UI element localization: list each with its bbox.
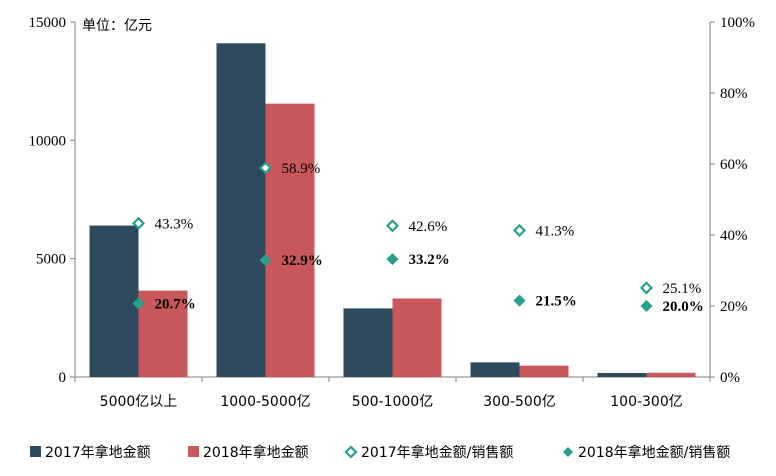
ratio-2017-marker xyxy=(385,219,400,233)
ratio-2018-marker xyxy=(259,254,272,267)
ratio-2017-marker xyxy=(639,281,654,295)
ratio-2017-label: 42.6% xyxy=(409,219,448,235)
y-left-tick-label: 0 xyxy=(59,370,67,386)
bar-2017 xyxy=(597,372,647,377)
bar-2018 xyxy=(646,372,696,377)
ratio-2018-marker xyxy=(386,253,399,266)
bar-2018 xyxy=(519,365,569,377)
ratio-2018-marker xyxy=(640,300,653,312)
legend-2018-ratio-label: 2018年拿地金额/销售额 xyxy=(578,444,730,461)
bar-2017 xyxy=(216,43,266,378)
y-left-tick-label: 10000 xyxy=(29,133,67,149)
ratio-2018-marker xyxy=(132,297,145,310)
bar-2018 xyxy=(392,298,442,377)
unit-label: 单位：亿元 xyxy=(82,18,152,34)
y-right-tick-label: 80% xyxy=(720,86,748,102)
ratio-2018-marker xyxy=(513,294,526,307)
y-right-tick-label: 40% xyxy=(720,228,748,244)
legend-2018-ratio-swatch xyxy=(563,447,573,457)
y-right-tick-label: 100% xyxy=(720,15,755,31)
legend-2017-ratio-swatch xyxy=(344,445,358,459)
ratio-2017-marker xyxy=(258,161,273,175)
legend-2018-bar-swatch xyxy=(188,446,199,457)
y-right-tick-label: 0% xyxy=(720,370,740,386)
ratio-2017-marker xyxy=(131,216,146,230)
x-category-label: 300-500亿 xyxy=(483,394,556,410)
ratio-markers: 43.3% 58.9% 42.6% 41.3% 25.1% 20.7% 32.9% 33.2%… xyxy=(131,161,704,315)
bar-2017 xyxy=(470,362,520,377)
ratio-2018-label: 33.2% xyxy=(409,252,450,268)
bar-2018 xyxy=(138,290,188,377)
y-left-tick-label: 5000 xyxy=(36,252,66,268)
x-category-label: 500-1000亿 xyxy=(352,394,433,410)
ratio-2017-label: 25.1% xyxy=(663,281,702,297)
bar-2017 xyxy=(89,225,139,377)
x-category-label: 5000亿以上 xyxy=(100,394,178,410)
ratio-2017-label: 58.9% xyxy=(282,161,321,177)
ratio-2017-label: 41.3% xyxy=(536,223,575,239)
ratio-2018-label: 20.0% xyxy=(663,299,704,315)
ratio-2018-label: 20.7% xyxy=(155,297,196,313)
axes: 0 5000 10000 15000 0% 20% 40% 60% 80% 100% 5000亿以上… xyxy=(29,15,756,410)
x-category-label: 100-300亿 xyxy=(610,394,683,410)
ratio-2018-label: 32.9% xyxy=(282,253,323,269)
ratio-2017-marker xyxy=(512,223,527,237)
legend: 2017年拿地金额 2018年拿地金额 2017年拿地金额/销售额 2018年拿地金额… xyxy=(30,444,730,461)
x-category-label: 1000-5000亿 xyxy=(220,394,310,410)
ratio-2018-label: 21.5% xyxy=(536,294,577,310)
legend-2017-bar-label: 2017年拿地金额 xyxy=(45,444,151,461)
ratio-2017-label: 43.3% xyxy=(155,216,194,232)
bar-2018 xyxy=(265,103,315,378)
y-left-tick-label: 15000 xyxy=(29,15,67,31)
legend-2018-bar-label: 2018年拿地金额 xyxy=(203,444,309,461)
y-right-tick-label: 20% xyxy=(720,299,748,315)
legend-2017-ratio-label: 2017年拿地金额/销售额 xyxy=(361,444,513,461)
bars xyxy=(89,43,696,378)
bar-2017 xyxy=(343,308,393,377)
y-right-tick-label: 60% xyxy=(720,157,748,173)
legend-2017-bar-swatch xyxy=(30,446,41,457)
